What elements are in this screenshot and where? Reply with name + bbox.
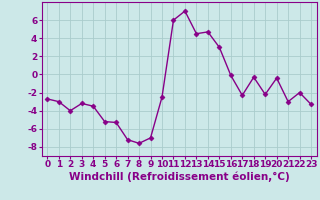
X-axis label: Windchill (Refroidissement éolien,°C): Windchill (Refroidissement éolien,°C) [69,172,290,182]
